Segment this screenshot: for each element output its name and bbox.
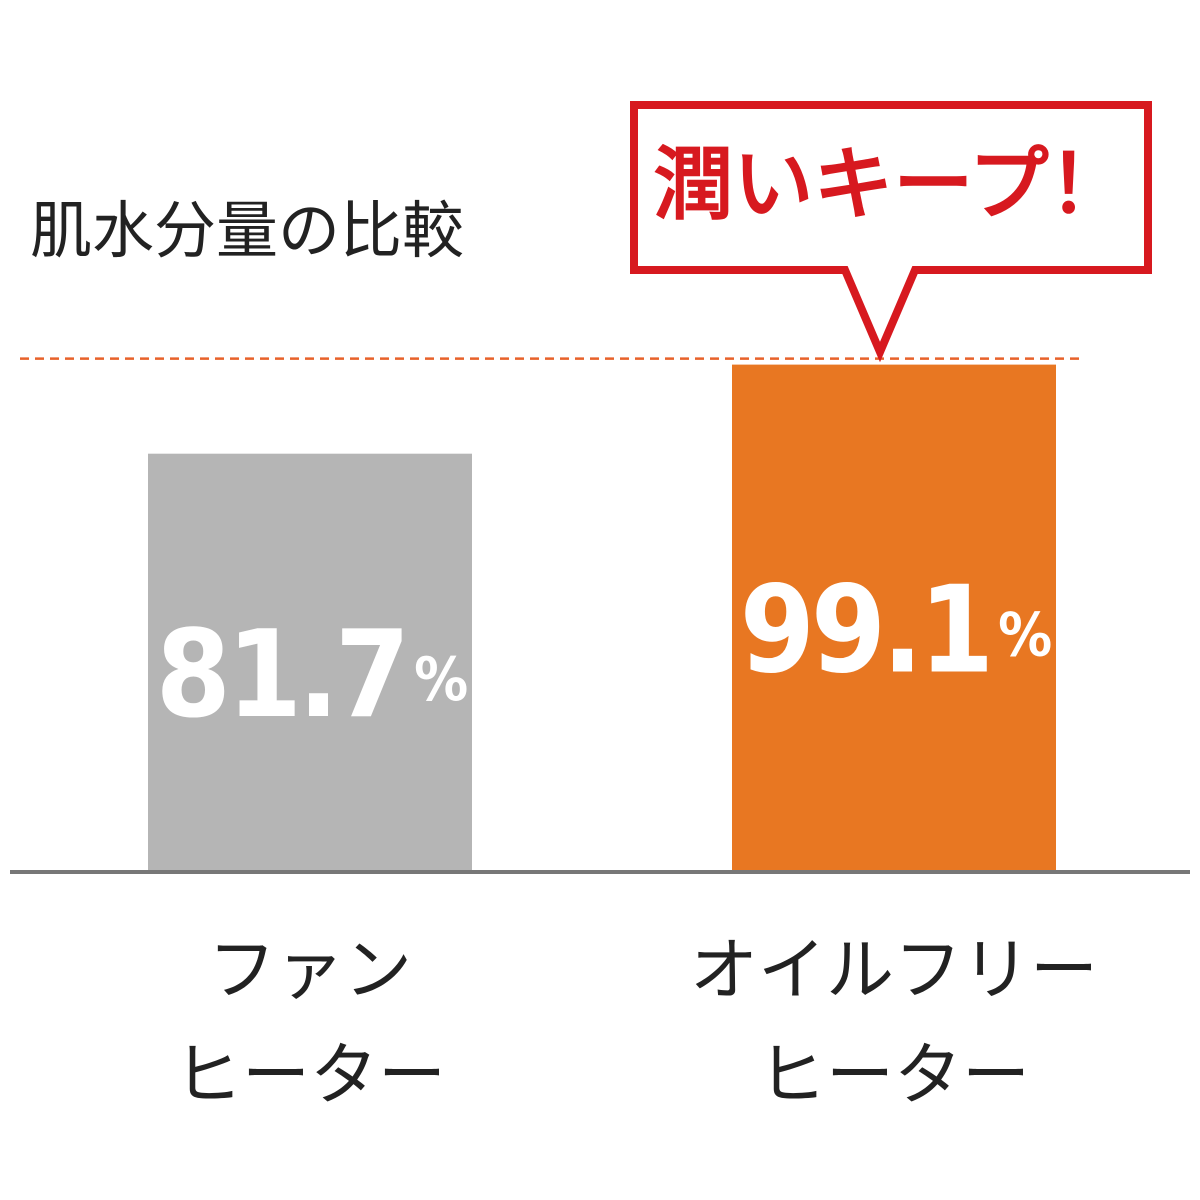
bar [148, 453, 472, 872]
x-tick-label: オイルフリー [690, 932, 1098, 1011]
x-tick-label: ヒーター [758, 1037, 1030, 1116]
value-label: 81.7% [156, 606, 467, 745]
annotation: 潤いキープ！ [653, 138, 1128, 231]
chart-title: 肌水分量の比較 [30, 194, 464, 267]
callout-box [630, 101, 1152, 363]
x-tick-label: ヒーター [174, 1037, 446, 1116]
callout: 潤いキープ！ [630, 101, 1152, 363]
x-tick-label: ファン [208, 932, 412, 1011]
bar [732, 364, 1056, 872]
value-label: 99.1% [740, 561, 1051, 700]
